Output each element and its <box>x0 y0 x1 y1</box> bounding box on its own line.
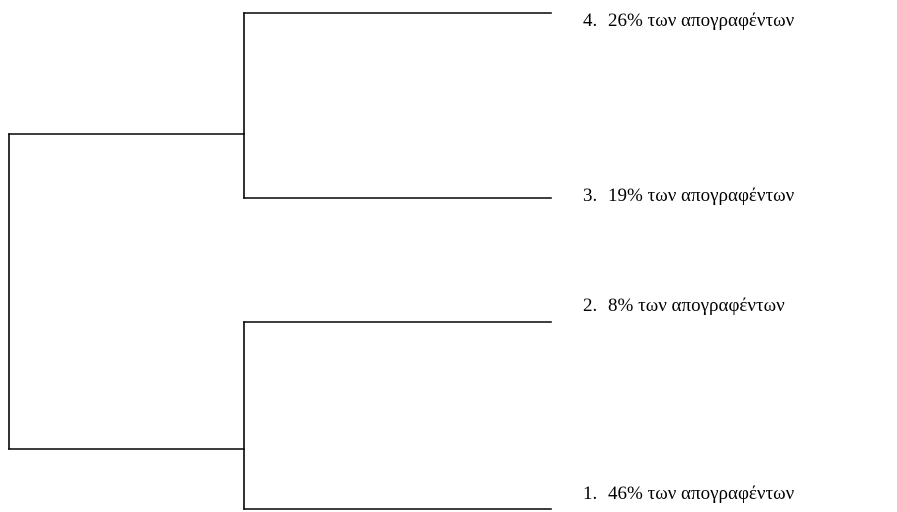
leaf-label-2: 2. 8% των απογραφέντων <box>583 295 785 317</box>
leaf-label-3: 3. 19% των απογραφέντων <box>583 185 794 207</box>
leaf-text: 19% των απογραφέντων <box>608 185 795 206</box>
leaf-label-1: 1. 46% των απογραφέντων <box>583 483 794 505</box>
leaf-number: 4. <box>583 10 598 31</box>
leaf-number: 2. <box>583 295 598 316</box>
leaf-text: 26% των απογραφέντων <box>608 10 795 31</box>
leaf-text: 46% των απογραφέντων <box>608 483 795 504</box>
leaf-number: 3. <box>583 185 598 206</box>
leaf-number: 1. <box>583 483 598 504</box>
leaf-label-4: 4. 26% των απογραφέντων <box>583 10 794 32</box>
leaf-text: 8% των απογραφέντων <box>608 295 785 316</box>
